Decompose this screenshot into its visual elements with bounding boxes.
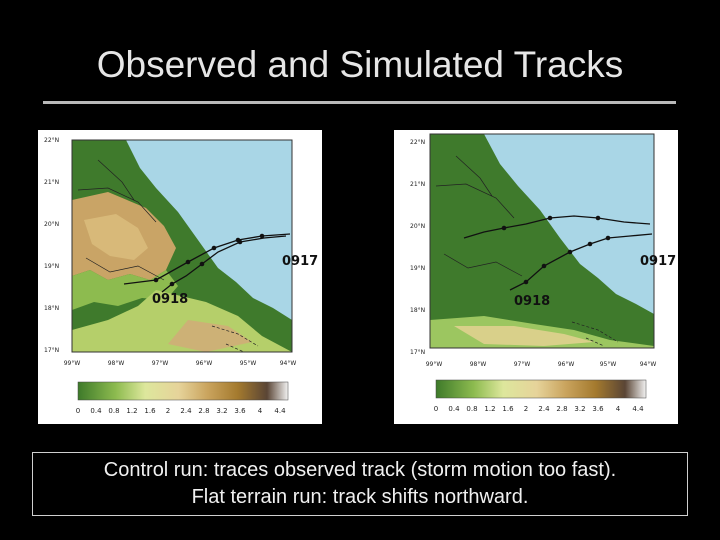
track-point bbox=[211, 245, 217, 251]
lat-label: 22°N bbox=[410, 139, 425, 146]
river-lines bbox=[571, 321, 619, 347]
colorbar bbox=[435, 379, 647, 399]
caption-line-1: Control run: traces observed track (stor… bbox=[103, 459, 617, 481]
simulated-track bbox=[161, 235, 287, 293]
latitude-labels: 22°N 21°N 20°N 19°N 18°N 17°N bbox=[410, 139, 425, 356]
track-point bbox=[185, 259, 191, 265]
title-underline bbox=[43, 101, 676, 104]
track-point bbox=[605, 235, 611, 241]
lon-label: 95°W bbox=[240, 360, 257, 367]
highland-core bbox=[84, 214, 148, 260]
colorbar-label: 1.2 bbox=[484, 405, 495, 413]
southern-highland-core bbox=[168, 320, 252, 352]
gulf-of-mexico bbox=[484, 134, 654, 314]
longitude-labels: 99°W 98°W 97°W 96°W 95°W 94°W bbox=[426, 361, 657, 368]
colorbar-label: 4.4 bbox=[274, 407, 286, 415]
caption-box: Control run: traces observed track (stor… bbox=[32, 452, 688, 516]
observed-track bbox=[509, 233, 653, 291]
colorbar-label: 0 bbox=[76, 407, 80, 415]
colorbar-label: 0 bbox=[434, 405, 438, 413]
lat-label: 19°N bbox=[410, 265, 425, 272]
lon-label: 96°W bbox=[196, 360, 213, 367]
colorbar-label: 2 bbox=[524, 405, 528, 413]
track-point bbox=[169, 281, 175, 287]
colorbar-label: 1.6 bbox=[502, 405, 514, 413]
colorbar-label: 0.8 bbox=[108, 407, 119, 415]
track-point bbox=[199, 261, 205, 267]
lat-label: 21°N bbox=[44, 179, 59, 186]
river-lines bbox=[211, 325, 259, 352]
colorbar-label: 0.4 bbox=[90, 407, 102, 415]
slide-title: Observed and Simulated Tracks bbox=[96, 44, 624, 85]
track-point bbox=[523, 279, 529, 285]
colorbar-label: 4 bbox=[616, 405, 621, 413]
colorbar-label: 2.4 bbox=[538, 405, 550, 413]
colorbar-label: 2.4 bbox=[180, 407, 192, 415]
track-point bbox=[541, 263, 547, 269]
track-point bbox=[547, 215, 553, 221]
track-label-0917: 0917 bbox=[640, 254, 676, 269]
lat-label: 20°N bbox=[410, 223, 425, 230]
state-borders bbox=[435, 155, 523, 277]
colorbar-label: 2.8 bbox=[556, 405, 567, 413]
lon-label: 98°W bbox=[470, 361, 487, 368]
colorbar-label: 3.6 bbox=[234, 407, 246, 415]
lat-label: 19°N bbox=[44, 263, 59, 270]
track-label-0918: 0918 bbox=[514, 294, 550, 309]
colorbar-label: 4 bbox=[258, 407, 263, 415]
lat-label: 17°N bbox=[44, 347, 59, 354]
lat-label: 18°N bbox=[44, 305, 59, 312]
gulf-of-mexico bbox=[126, 140, 292, 320]
lon-label: 94°W bbox=[640, 361, 657, 368]
colorbar-label: 3.2 bbox=[574, 405, 585, 413]
map-frame bbox=[429, 133, 655, 349]
colorbar-label: 1.6 bbox=[144, 407, 156, 415]
lat-label: 22°N bbox=[44, 137, 59, 144]
lat-label: 21°N bbox=[410, 181, 425, 188]
colorbar bbox=[77, 381, 289, 401]
map-frame bbox=[71, 139, 293, 353]
track-point bbox=[259, 233, 265, 239]
track-point bbox=[595, 215, 601, 221]
simulated-track bbox=[463, 215, 651, 239]
track-point bbox=[501, 225, 507, 231]
caption-line-2: Flat terrain run: track shifts northward… bbox=[191, 486, 529, 508]
state-borders bbox=[77, 159, 165, 281]
flat-terrain-map-panel: 22°N 21°N 20°N 19°N 18°N 17°N 99°W 98°W … bbox=[394, 130, 678, 424]
colorbar-label: 2 bbox=[166, 407, 170, 415]
colorbar-label: 2.8 bbox=[198, 407, 209, 415]
colorbar-label: 3.6 bbox=[592, 405, 604, 413]
control-run-map-panel: 22°N 21°N 20°N 19°N 18°N 17°N 99°W 98°W … bbox=[38, 130, 322, 424]
colorbar-labels: 0 0.4 0.8 1.2 1.6 2 2.4 2.8 3.2 3.6 4 4.… bbox=[434, 405, 644, 413]
longitude-labels: 99°W 98°W 97°W 96°W 95°W 94°W bbox=[64, 360, 297, 367]
track-point bbox=[567, 249, 573, 255]
colorbar-label: 1.2 bbox=[126, 407, 137, 415]
track-label-0918: 0918 bbox=[152, 292, 188, 307]
colorbar-label: 0.4 bbox=[448, 405, 460, 413]
flat-terrain-map: 22°N 21°N 20°N 19°N 18°N 17°N 99°W 98°W … bbox=[410, 133, 676, 413]
southern-highland-core bbox=[454, 326, 594, 346]
lat-label: 18°N bbox=[410, 307, 425, 314]
track-point bbox=[237, 239, 243, 245]
lon-label: 99°W bbox=[426, 361, 443, 368]
track-label-0917: 0917 bbox=[282, 254, 318, 269]
lon-label: 97°W bbox=[514, 361, 531, 368]
latitude-labels: 22°N 21°N 20°N 19°N 18°N 17°N bbox=[44, 137, 59, 354]
colorbar-labels: 0 0.4 0.8 1.2 1.6 2 2.4 2.8 3.2 3.6 4 4.… bbox=[76, 407, 286, 415]
track-point bbox=[587, 241, 593, 247]
lon-label: 96°W bbox=[558, 361, 575, 368]
lon-label: 95°W bbox=[600, 361, 617, 368]
lat-label: 20°N bbox=[44, 221, 59, 228]
lon-label: 98°W bbox=[108, 360, 125, 367]
colorbar-label: 3.2 bbox=[216, 407, 227, 415]
lon-label: 97°W bbox=[152, 360, 169, 367]
track-point bbox=[153, 277, 159, 283]
colorbar-label: 0.8 bbox=[466, 405, 477, 413]
lat-label: 17°N bbox=[410, 349, 425, 356]
lon-label: 94°W bbox=[280, 360, 297, 367]
control-run-map: 22°N 21°N 20°N 19°N 18°N 17°N 99°W 98°W … bbox=[44, 137, 318, 415]
lon-label: 99°W bbox=[64, 360, 81, 367]
colorbar-label: 4.4 bbox=[632, 405, 644, 413]
